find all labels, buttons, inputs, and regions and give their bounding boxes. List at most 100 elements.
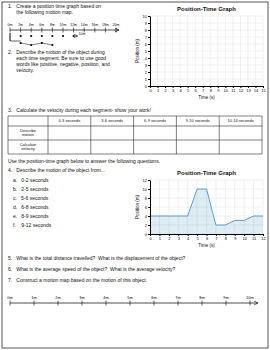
tick-label: 15	[261, 88, 266, 93]
y-axis-title: Position (m)	[135, 195, 140, 220]
tick-label: 12	[239, 88, 244, 93]
y-axis: 024681012	[143, 178, 151, 237]
tick: 7	[202, 86, 205, 93]
grid-line	[150, 86, 263, 87]
tick-mark	[148, 234, 150, 235]
tick: 12	[239, 86, 244, 93]
title: Position-Time Graph	[177, 6, 236, 12]
tick-label: 12	[143, 178, 148, 183]
tick-mark	[148, 65, 150, 66]
tick-mark	[10, 28, 11, 33]
annotation-line: 6. What is the average speed of the obje…	[8, 266, 176, 272]
annotation: c. 5-6 seconds	[13, 195, 49, 201]
grid-line	[150, 30, 263, 31]
tick-mark	[154, 301, 155, 306]
tick: 5	[187, 86, 190, 93]
tick: 15	[261, 86, 266, 93]
tick-mark	[10, 301, 11, 306]
table: 0-3 seconds3-6 seconds6-9 seconds9-10 se…	[8, 116, 262, 154]
tick: 7	[145, 35, 150, 40]
tick: 1	[159, 234, 162, 241]
tick-label: 6	[145, 205, 148, 210]
annotation-line: the following motion map.	[8, 9, 73, 15]
tick: 3	[172, 86, 175, 93]
tick-label: 4	[145, 56, 148, 61]
tick: 10	[143, 187, 150, 192]
annotation: 5. What is the total distance travelled?…	[8, 255, 186, 261]
table-rule	[219, 116, 220, 154]
tick-label: 16m	[91, 23, 98, 27]
x-axis-title: Time (s)	[198, 243, 215, 248]
x-axis: 0123456789101112131415	[149, 86, 266, 93]
row-label: Calculatevelocity	[20, 142, 37, 152]
column-header-line: 10-14 seconds	[227, 118, 253, 123]
marks	[150, 189, 263, 234]
tick-label: 10	[224, 88, 229, 93]
motion-dot	[62, 35, 64, 37]
tick-label: 4	[180, 88, 183, 93]
column-header: 3-6 seconds	[101, 118, 123, 123]
x-axis: 0123456789101112	[149, 234, 266, 241]
tick-label: 4	[145, 214, 148, 219]
annotation-line: Use the position-time graph below to ans…	[8, 158, 160, 164]
annotation: f. 9-12 seconds	[13, 222, 52, 228]
tick-label: 5m	[127, 295, 133, 300]
tick-label: 8	[145, 196, 148, 201]
column-header-line: 3-6 seconds	[101, 118, 123, 123]
table-rule	[133, 116, 134, 154]
tick: 10	[224, 86, 229, 93]
tick-label: 0m	[7, 295, 13, 300]
tick-label: 8	[210, 88, 213, 93]
tick: 12	[143, 178, 150, 183]
tick-mark	[148, 30, 150, 31]
tick: 11	[252, 234, 257, 241]
tick-mark	[20, 28, 21, 33]
table-rule	[90, 116, 91, 154]
motion-dot	[52, 44, 54, 46]
tick-label: 7	[202, 88, 205, 93]
row-label: Describemotion	[20, 128, 37, 138]
tick-label: 0	[145, 232, 148, 237]
annotation-line: a. 0-2 seconds	[13, 177, 49, 183]
tick-label: 5	[196, 236, 199, 241]
tick: 14	[254, 86, 259, 93]
tick-mark	[148, 16, 150, 17]
area	[150, 189, 263, 234]
tick-label: 6	[206, 236, 209, 241]
tick: 12	[261, 234, 266, 241]
number-line: 0m1m2m3m4m5m6m7m8m9m10m	[7, 295, 258, 306]
tick-mark	[94, 28, 95, 33]
plot: 0123456789101112131415012345678910Positi…	[135, 6, 266, 100]
tick-mark	[148, 23, 150, 24]
tick-label: 10	[143, 187, 148, 192]
annotation-line: e. 8-9 seconds	[13, 213, 49, 219]
tick: 2	[145, 70, 150, 75]
page-border	[2, 2, 268, 348]
annotation-line: 7. Construct a motion map based on the m…	[8, 277, 147, 283]
tick-label: 10	[143, 14, 148, 19]
grid-line	[150, 65, 263, 66]
motion-bar	[10, 33, 11, 41]
tick-label: 2	[164, 88, 167, 93]
grid-line	[150, 51, 263, 52]
tick-mark	[148, 207, 150, 208]
tick-label: 4m	[103, 295, 109, 300]
tick-mark	[148, 44, 150, 45]
tick: 4	[187, 234, 190, 241]
number-line-axis	[10, 303, 258, 304]
tick-label: 1	[145, 77, 148, 82]
tick-label: 3	[178, 236, 181, 241]
x-axis-title: Time (s)	[198, 95, 215, 100]
tick-mark	[226, 301, 227, 306]
tick-label: 18m	[102, 23, 109, 27]
annotation: 6. What is the average speed of the obje…	[8, 266, 176, 272]
tick-label: 10m	[246, 295, 254, 300]
tick-label: 4	[187, 236, 190, 241]
tick-mark	[148, 79, 150, 80]
motion-dot	[20, 35, 22, 37]
motion-dot	[73, 35, 75, 37]
tick-label: 3	[172, 88, 175, 93]
tick-mark	[106, 301, 107, 306]
tick-label: 5	[145, 49, 148, 54]
tick: 9	[217, 86, 220, 93]
